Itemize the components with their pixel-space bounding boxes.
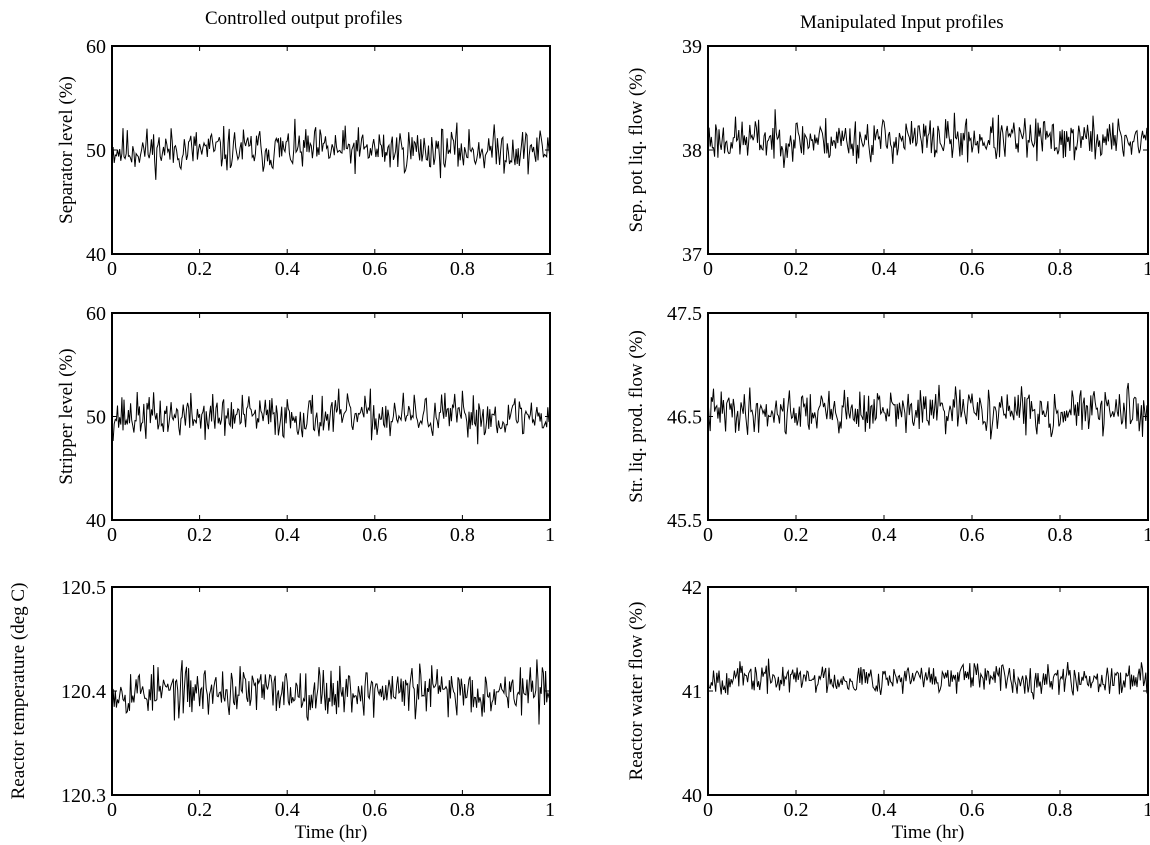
x-tick-label: 0.2 (784, 258, 809, 280)
y-tick-label: 50 (86, 407, 106, 429)
x-tick-label: 0 (703, 524, 713, 546)
y-tick-label: 120.4 (61, 681, 106, 703)
y-tick-label: 39 (682, 36, 702, 58)
series-line (111, 659, 551, 725)
x-tick-label: 0 (107, 258, 117, 280)
x-tick-label: 0.4 (275, 799, 300, 821)
x-tick-label: 0 (107, 524, 117, 546)
y-tick-label: 60 (86, 36, 106, 58)
series-line (707, 382, 1149, 440)
series-line (111, 118, 551, 180)
y-axis-label: Separator level (%) (56, 76, 77, 224)
y-tick-label: 37 (682, 244, 702, 266)
chart-panel-2: 0 0.2 0.4 0.6 0.8 1 37 38 39 Sep. pot liq. flow (… (626, 36, 1150, 280)
x-tick-label: 0.2 (187, 258, 212, 280)
x-tick-label: 0.6 (362, 524, 387, 546)
x-tick-label: 0.4 (872, 258, 897, 280)
chart-panel-3: 0 0.2 0.4 0.6 0.8 1 40 50 60 Stripper level (%) (56, 303, 555, 546)
x-tick-label: 1 (1143, 258, 1150, 280)
x-tick-label: 0.6 (362, 799, 387, 821)
x-tick-label: 0 (107, 799, 117, 821)
x-tick-label: 0.6 (960, 258, 985, 280)
y-tick-label: 46.5 (667, 407, 702, 429)
y-axis-label: Stripper level (%) (56, 348, 77, 484)
x-tick-label: 0.4 (275, 258, 300, 280)
x-tick-label: 0.2 (784, 799, 809, 821)
y-tick-label: 120.3 (61, 785, 106, 807)
series-line (111, 388, 551, 445)
x-tick-label: 0.4 (275, 524, 300, 546)
x-tick-label: 0.8 (1048, 258, 1073, 280)
x-tick-label: 0.8 (450, 524, 475, 546)
y-tick-label: 42 (682, 577, 702, 599)
x-tick-label: 0.8 (1048, 524, 1073, 546)
y-tick-label: 50 (86, 140, 106, 162)
x-tick-label: 0.6 (960, 524, 985, 546)
x-tick-label: 0.2 (187, 799, 212, 821)
chart-panel-5: 0 0.2 0.4 0.6 0.8 1 120.3 120.4 120.5 Reactor tem… (8, 577, 555, 843)
x-tick-label: 1 (545, 799, 555, 821)
y-axis-label: Reactor temperature (deg C) (8, 583, 29, 800)
x-tick-label: 0.2 (784, 524, 809, 546)
x-tick-label: 0.8 (450, 799, 475, 821)
y-axis-label: Str. liq. prod. flow (%) (626, 330, 647, 503)
y-tick-label: 40 (86, 510, 106, 532)
x-axis-label: Time (hr) (892, 822, 965, 843)
y-tick-label: 60 (86, 303, 106, 325)
x-tick-label: 0.4 (872, 799, 897, 821)
series-line (707, 658, 1149, 700)
y-tick-label: 47.5 (667, 303, 702, 325)
y-tick-label: 38 (682, 140, 702, 162)
x-tick-label: 0.8 (450, 258, 475, 280)
chart-panel-4: 0 0.2 0.4 0.6 0.8 1 45.5 46.5 47.5 Str. liq. prod… (626, 303, 1150, 546)
right-column-title: Manipulated Input profiles (800, 12, 1004, 33)
y-tick-label: 120.5 (61, 577, 106, 599)
series-line (707, 109, 1149, 168)
x-tick-label: 0.4 (872, 524, 897, 546)
x-tick-label: 1 (1143, 524, 1150, 546)
axes-frame (707, 586, 1149, 796)
y-tick-label: 40 (86, 244, 106, 266)
y-tick-label: 45.5 (667, 510, 702, 532)
x-tick-label: 0.6 (960, 799, 985, 821)
x-tick-label: 0.8 (1048, 799, 1073, 821)
x-axis-label: Time (hr) (295, 822, 368, 843)
x-tick-label: 0.2 (187, 524, 212, 546)
y-tick-label: 41 (682, 681, 702, 703)
x-tick-label: 1 (545, 258, 555, 280)
x-tick-label: 0 (703, 799, 713, 821)
x-tick-label: 0.6 (362, 258, 387, 280)
y-tick-label: 40 (682, 785, 702, 807)
x-tick-label: 1 (545, 524, 555, 546)
chart-panel-6: 0 0.2 0.4 0.6 0.8 1 40 41 42 Reactor water flow (… (626, 577, 1150, 843)
y-axis-label: Sep. pot liq. flow (%) (626, 68, 647, 233)
x-tick-label: 1 (1143, 799, 1150, 821)
chart-panel-1: 0 0.2 0.4 0.6 0.8 1 40 50 60 Separator level (%) (56, 36, 555, 280)
left-column-title: Controlled output profiles (205, 8, 403, 29)
x-tick-label: 0 (703, 258, 713, 280)
y-axis-label: Reactor water flow (%) (626, 602, 647, 781)
